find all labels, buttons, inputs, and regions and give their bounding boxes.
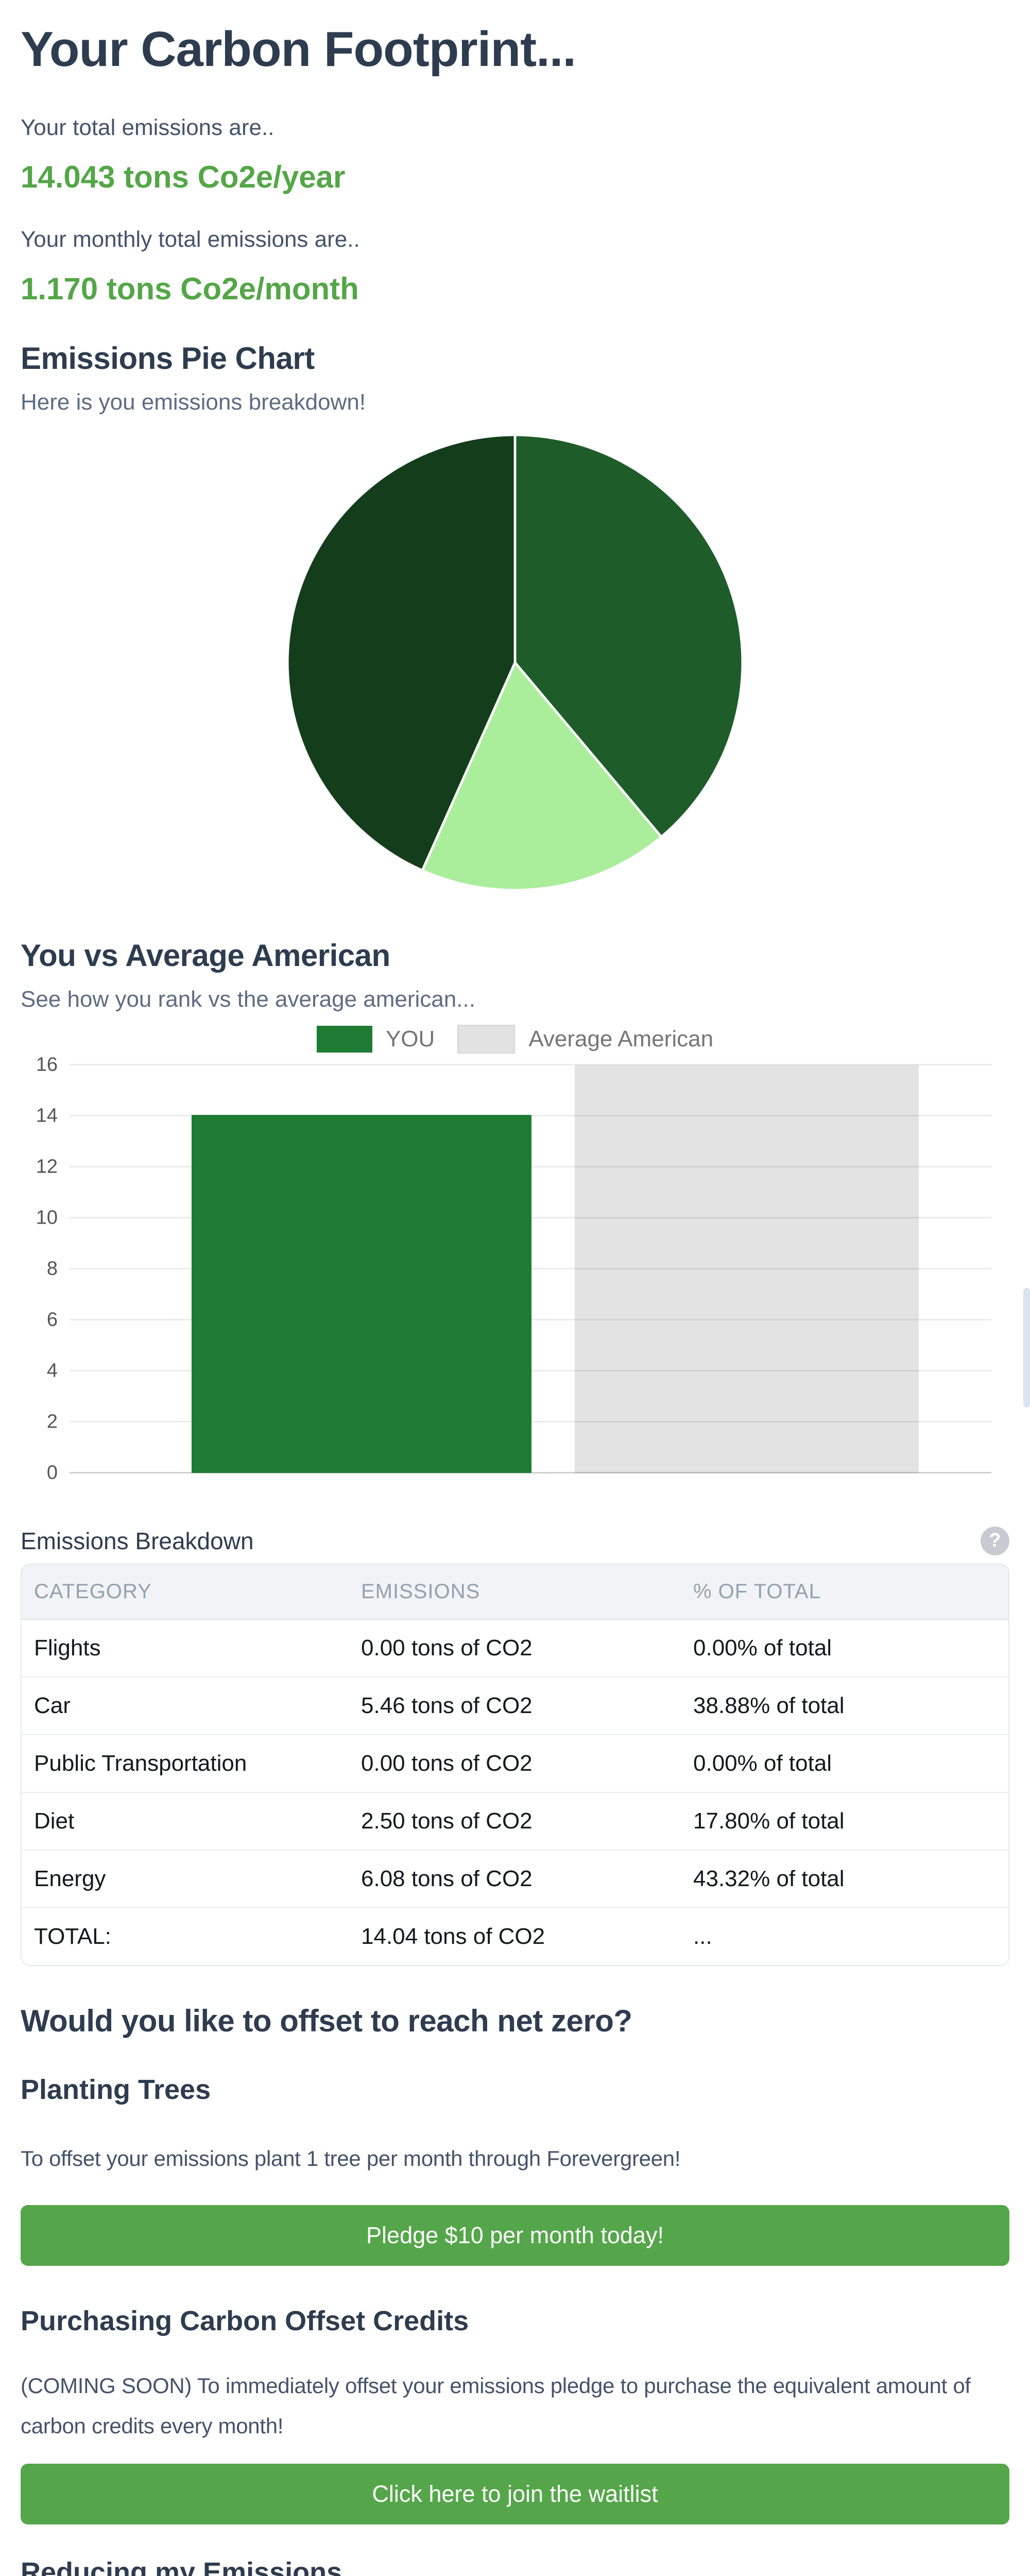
legend-label-average-american: Average American [528,1026,714,1052]
bar-average-american [575,1064,919,1473]
legend-swatch-you [316,1025,372,1053]
scrollbar-thumb[interactable] [1023,1288,1030,1408]
page-title: Your Carbon Footprint... [21,22,576,77]
planting-trees-heading: Planting Trees [21,2074,211,2105]
total-emissions-value: 14.043 tons Co2e/year [21,159,346,194]
cell-percent: 17.80% of total [681,1792,1008,1851]
legend-item-you[interactable]: YOU [316,1025,435,1053]
pie-slice-diet [421,661,663,891]
cell-emissions: 2.50 tons of CO2 [349,1792,681,1851]
table-row: Diet 2.50 tons of CO2 17.80% of total [22,1792,1008,1851]
cell-category: Energy [22,1850,349,1908]
table-header-row: CATEGORY EMISSIONS % OF TOTAL [22,1564,1008,1620]
y-tick-label-4: 4 [46,1360,58,1382]
cell-emissions: 0.00 tons of CO2 [349,1619,681,1677]
column-header-percent: % OF TOTAL [681,1564,1008,1620]
pie-slice-car [513,433,744,838]
cell-emissions: 5.46 tons of CO2 [349,1676,681,1735]
planting-trees-description: To offset your emissions plant 1 tree pe… [21,2146,681,2171]
cell-percent: ... [681,1907,1008,1965]
column-header-category: CATEGORY [22,1564,349,1620]
legend-item-average-american[interactable]: Average American [457,1024,714,1054]
pie-chart-svg [286,433,744,891]
table-row-total: TOTAL: 14.04 tons of CO2 ... [22,1907,1008,1965]
offset-question-heading: Would you like to offset to reach net ze… [21,2003,632,2038]
emissions-pie-chart [21,420,1009,905]
total-emissions-label: Your total emissions are.. [21,114,274,140]
cell-category: Car [22,1676,349,1735]
cell-category: Flights [22,1619,349,1677]
table-row: Flights 0.00 tons of CO2 0.00% of total [22,1619,1008,1677]
emissions-breakdown-card: CATEGORY EMISSIONS % OF TOTAL Flights 0.… [21,1563,1009,1966]
pie-chart-subtitle: Here is you emissions breakdown! [21,389,366,415]
table-row: Public Transportation 0.00 tons of CO2 0… [22,1734,1008,1793]
monthly-emissions-value: 1.170 tons Co2e/month [21,271,359,306]
table-row: Car 5.46 tons of CO2 38.88% of total [22,1676,1008,1735]
emissions-breakdown-table: CATEGORY EMISSIONS % OF TOTAL Flights 0.… [22,1564,1008,1965]
y-tick-label-14: 14 [36,1105,58,1127]
cell-emissions: 14.04 tons of CO2 [349,1907,681,1965]
emissions-breakdown-header: Emissions Breakdown ? [21,1526,1009,1555]
gridline-0 [70,1472,991,1474]
bar-chart-heading: You vs Average American [21,938,390,973]
pie-slice-energy [286,433,517,872]
y-tick-label-6: 6 [46,1309,58,1331]
y-tick-label-16: 16 [36,1054,58,1076]
reducing-emissions-heading: Reducing my Emissions [21,2556,342,2576]
y-tick-label-0: 0 [46,1462,58,1484]
pie-chart-heading: Emissions Pie Chart [21,341,315,376]
cell-percent: 0.00% of total [681,1619,1008,1677]
cell-emissions: 6.08 tons of CO2 [349,1850,681,1908]
emissions-breakdown-label: Emissions Breakdown [21,1527,254,1554]
cell-category: Public Transportation [22,1734,349,1793]
pledge-button[interactable]: Pledge $10 per month today! [21,2205,1009,2266]
bar-you [192,1114,531,1473]
credits-waitlist-button[interactable]: Click here to join the waitlist [21,2463,1009,2524]
help-icon[interactable]: ? [981,1526,1009,1555]
table-row: Energy 6.08 tons of CO2 43.32% of total [22,1850,1008,1908]
column-header-emissions: EMISSIONS [349,1564,681,1620]
cell-category: Diet [22,1792,349,1851]
monthly-emissions-label: Your monthly total emissions are.. [21,226,360,252]
bar-chart-subtitle: See how you rank vs the average american… [21,986,475,1012]
y-tick-label-10: 10 [36,1207,58,1229]
cell-percent: 0.00% of total [681,1734,1008,1793]
legend-label-you: YOU [385,1026,435,1052]
legend-swatch-average-american [457,1024,516,1054]
y-tick-label-2: 2 [46,1411,58,1433]
cell-percent: 43.32% of total [681,1850,1008,1908]
bar-chart-legend: YOU Average American [21,1024,1009,1054]
cell-emissions: 0.00 tons of CO2 [349,1734,681,1793]
y-tick-label-8: 8 [46,1258,58,1280]
gridline-16 [70,1064,991,1066]
carbon-credits-description: (COMING SOON) To immediately offset your… [21,2374,971,2438]
cell-percent: 38.88% of total [681,1676,1008,1735]
carbon-credits-heading: Purchasing Carbon Offset Credits [21,2306,469,2337]
cell-category: TOTAL: [22,1907,349,1965]
y-tick-label-12: 12 [36,1156,58,1178]
you-vs-average-bar-chart: 0 2 4 6 8 10 12 14 16 [36,1054,991,1483]
